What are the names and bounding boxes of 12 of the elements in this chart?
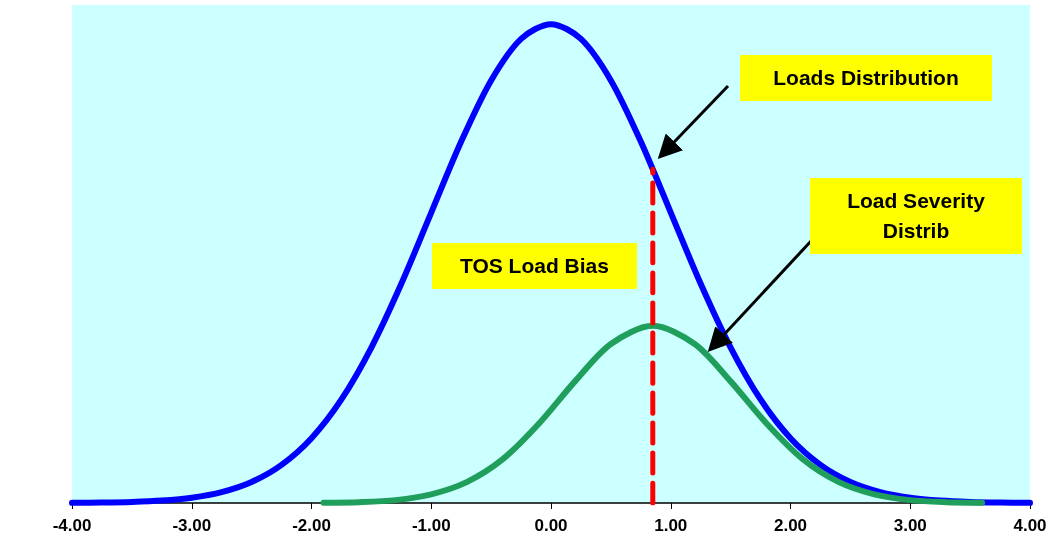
x-tick-label: -2.00 — [292, 516, 331, 535]
x-tick-label: 1.00 — [654, 516, 688, 535]
x-tick-label: -3.00 — [172, 516, 212, 535]
x-tick-label: 0.00 — [534, 516, 568, 535]
callout-box: TOS Load Bias — [432, 243, 637, 289]
x-tick-label: 2.00 — [773, 516, 808, 535]
x-tick-label: 3.00 — [893, 516, 927, 535]
x-tick-label: -4.00 — [52, 516, 92, 535]
x-tick-label: -1.00 — [411, 516, 451, 535]
x-tick-label: 4.00 — [1013, 516, 1047, 535]
callout-box: Loads Distribution — [740, 55, 992, 101]
callout-box: Load Severity Distrib — [810, 178, 1022, 254]
